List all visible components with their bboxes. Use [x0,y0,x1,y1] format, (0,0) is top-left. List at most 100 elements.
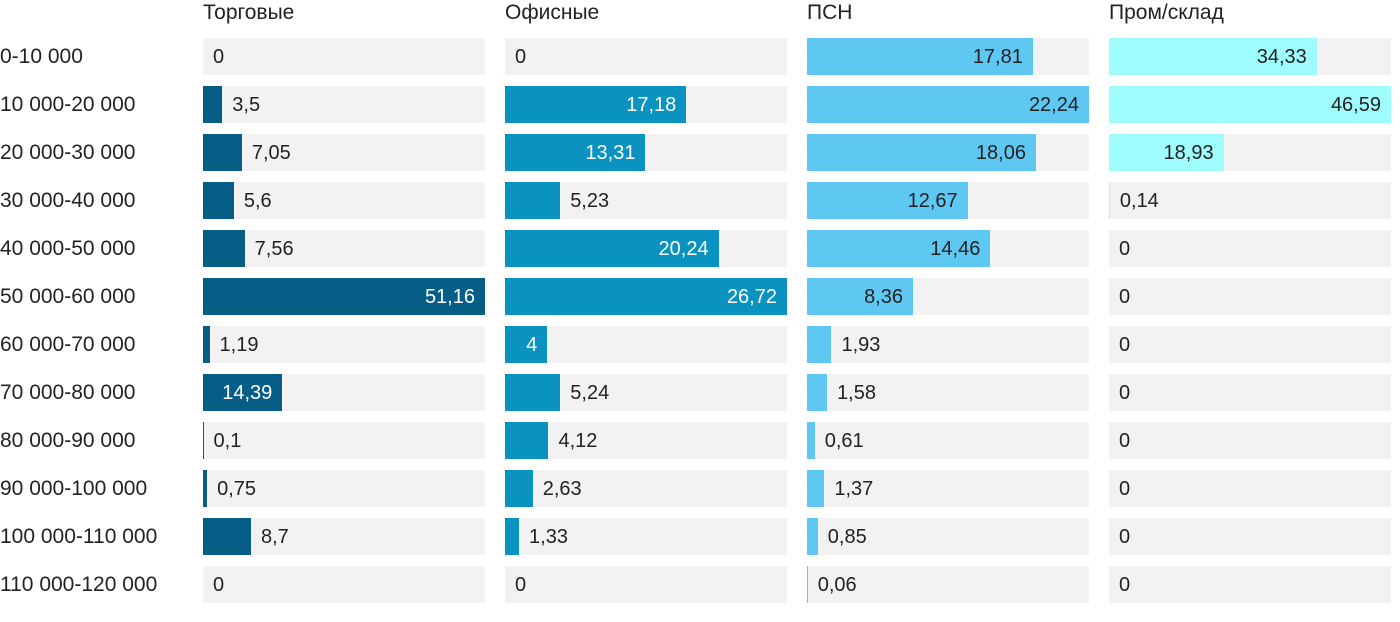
bar-track: 0 [1109,470,1391,507]
bar-fill [505,182,561,219]
bar-track: 0 [1109,518,1391,555]
bar-fill [505,326,548,363]
bar-value-label: 7,05 [251,142,291,164]
row-label: 70 000-80 000 [0,380,136,404]
bar-value-label: 22,24 [1028,94,1079,116]
bar-fill [807,470,825,507]
bar-fill [807,278,913,315]
bar-fill [807,182,968,219]
bar-fill [203,134,242,171]
bar-value-label: 14,46 [930,238,981,260]
bar-track: 5,6 [203,182,485,219]
bar-track: 0 [203,38,485,75]
bar-value-label: 0,06 [817,574,857,596]
bar-fill [505,518,520,555]
bar-fill [505,86,687,123]
bar-value-label: 5,6 [243,190,272,212]
bar-value-label: 0,61 [824,430,864,452]
bar-track: 0 [1109,374,1391,411]
row-label: 60 000-70 000 [0,332,136,356]
bar-track: 0 [505,566,787,603]
bar-track: 2,63 [505,470,787,507]
row-label: 20 000-30 000 [0,140,136,164]
row-label: 40 000-50 000 [0,236,136,260]
bar-value-label: 5,23 [570,190,610,212]
bar-track: 22,24 [807,86,1089,123]
bar-fill [505,422,549,459]
bar-track: 0,85 [807,518,1089,555]
bar-track: 0 [1109,326,1391,363]
bar-fill [203,230,245,267]
bar-fill [807,134,1036,171]
bar-value-label: 0 [515,574,527,596]
bar-track: 13,31 [505,134,787,171]
bar-track: 0 [1109,422,1391,459]
bar-value-label: 3,5 [232,94,261,116]
bar-fill [807,566,808,603]
bar-fill [505,470,533,507]
bar-value-label: 20,24 [658,238,709,260]
series-header-torgovye: Торговые [203,1,295,24]
bar-value-label: 0 [1119,238,1131,260]
bar-fill [1109,86,1391,123]
bar-track: 0 [203,566,485,603]
bar-track: 18,93 [1109,134,1391,171]
chart-row: 100 000-110 000 8,7 1,33 0,85 0 [0,518,1400,555]
bar-value-label: 26,72 [726,286,777,308]
bar-track: 12,67 [807,182,1089,219]
bar-value-label: 0 [515,46,527,68]
row-label: 30 000-40 000 [0,188,136,212]
bar-value-label: 1,37 [834,478,874,500]
bar-value-label: 8,36 [864,286,903,308]
bar-fill [1109,182,1110,219]
chart-header-row: Торговые Офисные ПСН Пром/склад [0,0,1400,38]
bar-value-label: 0 [1119,574,1131,596]
bar-value-label: 8,7 [260,526,289,548]
bar-track: 14,39 [203,374,485,411]
bar-track: 0,75 [203,470,485,507]
bar-fill [203,374,283,411]
bar-track: 0 [505,38,787,75]
chart-row: 20 000-30 000 7,05 13,31 18,06 18,93 [0,134,1400,171]
bar-track: 20,24 [505,230,787,267]
chart-row: 80 000-90 000 0,1 4,12 0,61 0 [0,422,1400,459]
bar-fill [505,134,646,171]
row-label: 80 000-90 000 [0,428,136,452]
bar-track: 0 [1109,566,1391,603]
bar-value-label: 4 [526,334,538,356]
bar-fill [807,518,818,555]
bar-track: 17,18 [505,86,787,123]
chart-row: 90 000-100 000 0,75 2,63 1,37 0 [0,470,1400,507]
bar-value-label: 51,16 [424,286,475,308]
bar-value-label: 18,93 [1163,142,1214,164]
bar-fill [203,422,204,459]
bar-track: 1,58 [807,374,1089,411]
bar-value-label: 0 [1119,334,1131,356]
chart-rows: 0-10 000 0 0 17,81 34,33 10 000-20 000 3,5 17,1… [0,38,1400,603]
bar-track: 8,7 [203,518,485,555]
bar-track: 0 [1109,278,1391,315]
bar-track: 4 [505,326,787,363]
bar-fill [807,326,832,363]
bar-value-label: 0,14 [1119,190,1159,212]
bar-fill [807,38,1033,75]
bar-track: 1,37 [807,470,1089,507]
bar-value-label: 0 [1119,286,1131,308]
row-label: 100 000-110 000 [0,524,158,548]
bar-fill [807,374,828,411]
bar-track: 1,33 [505,518,787,555]
bar-track: 1,93 [807,326,1089,363]
bar-track: 7,05 [203,134,485,171]
bar-track: 0,1 [203,422,485,459]
bar-value-label: 0 [213,46,225,68]
bar-value-label: 1,93 [841,334,881,356]
bar-value-label: 0,1 [213,430,242,452]
bar-value-label: 0 [1119,430,1131,452]
bar-value-label: 34,33 [1256,46,1307,68]
bar-track: 0,06 [807,566,1089,603]
bar-value-label: 0 [1119,382,1131,404]
bar-track: 18,06 [807,134,1089,171]
bar-value-label: 5,24 [570,382,610,404]
bar-track: 7,56 [203,230,485,267]
series-header-prom-sklad: Пром/склад [1109,1,1224,24]
